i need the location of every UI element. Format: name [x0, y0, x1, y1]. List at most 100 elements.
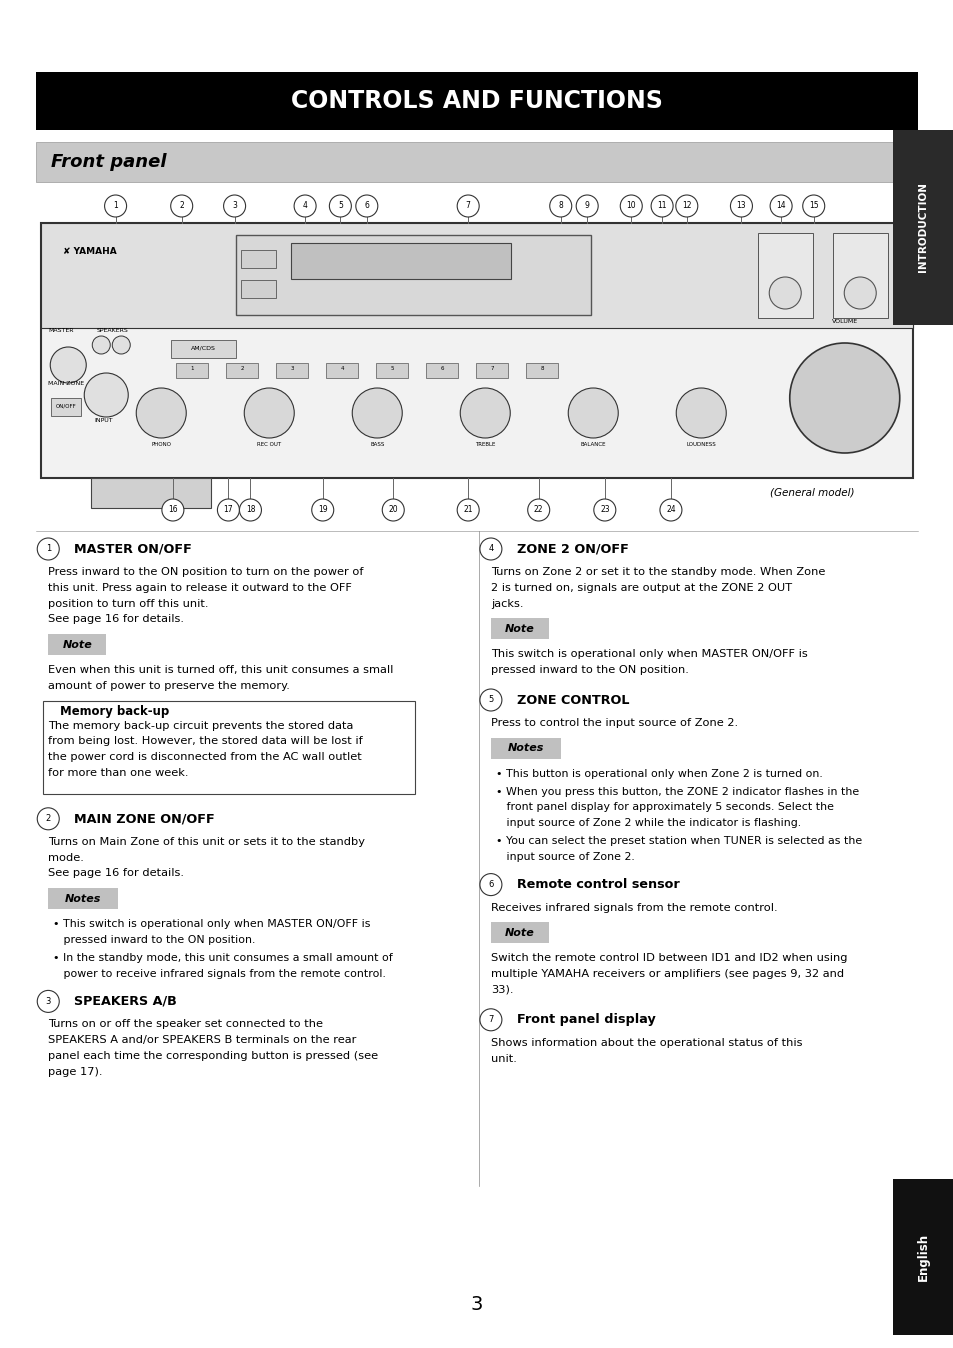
Text: ZONE 2 ON/OFF: ZONE 2 ON/OFF: [517, 542, 628, 555]
Circle shape: [768, 276, 801, 309]
Circle shape: [294, 195, 315, 217]
Text: 17: 17: [223, 506, 233, 515]
Text: 19: 19: [317, 506, 327, 515]
Text: Note: Note: [504, 927, 535, 938]
Bar: [491, 619, 548, 639]
Text: 10: 10: [626, 201, 636, 210]
Text: front panel display for approximately 5 seconds. Select the: front panel display for approximately 5 …: [496, 802, 833, 813]
Bar: [491, 922, 548, 944]
Circle shape: [92, 336, 111, 355]
Text: 2: 2: [46, 814, 51, 824]
Circle shape: [459, 388, 510, 438]
Text: Note: Note: [62, 640, 92, 650]
Text: 7: 7: [488, 1015, 493, 1024]
Text: MASTER: MASTER: [49, 328, 73, 333]
Text: 6: 6: [364, 201, 369, 210]
Text: 3: 3: [471, 1295, 482, 1314]
Bar: [491, 737, 560, 759]
Text: 3: 3: [46, 998, 51, 1006]
Text: 11: 11: [657, 201, 666, 210]
Circle shape: [84, 373, 128, 417]
Circle shape: [676, 388, 725, 438]
Circle shape: [239, 499, 261, 520]
Circle shape: [329, 195, 351, 217]
Text: Note: Note: [504, 624, 535, 634]
Bar: [49, 888, 118, 909]
Text: • This switch is operational only when MASTER ON/OFF is: • This switch is operational only when M…: [53, 919, 371, 929]
Text: SPEAKERS A and/or SPEAKERS B terminals on the rear: SPEAKERS A and/or SPEAKERS B terminals o…: [49, 1035, 356, 1045]
Text: 2 is turned on, signals are output at the ZONE 2 OUT: 2 is turned on, signals are output at th…: [491, 582, 791, 593]
Text: See page 16 for details.: See page 16 for details.: [49, 868, 184, 879]
Text: 13: 13: [736, 201, 745, 210]
Text: Switch the remote control ID between ID1 and ID2 when using: Switch the remote control ID between ID1…: [491, 953, 846, 964]
Text: 8: 8: [558, 201, 562, 210]
Text: input source of Zone 2 while the indicator is flashing.: input source of Zone 2 while the indicat…: [496, 818, 801, 828]
Text: 1: 1: [191, 367, 193, 372]
Text: • When you press this button, the ZONE 2 indicator flashes in the: • When you press this button, the ZONE 2…: [496, 787, 859, 797]
Text: 5: 5: [488, 696, 493, 705]
Text: mode.: mode.: [49, 852, 84, 863]
Text: 3: 3: [232, 201, 236, 210]
Text: INTRODUCTION: INTRODUCTION: [918, 182, 927, 272]
Circle shape: [843, 276, 875, 309]
Text: 2: 2: [240, 367, 244, 372]
Bar: [51, 398, 81, 417]
Text: Front panel: Front panel: [51, 154, 167, 171]
Bar: [176, 363, 208, 377]
Bar: [43, 701, 415, 794]
Text: 2: 2: [179, 201, 184, 210]
Text: 14: 14: [776, 201, 785, 210]
Circle shape: [527, 499, 549, 520]
Text: VOLUME: VOLUME: [831, 319, 857, 324]
Text: 20: 20: [388, 506, 397, 515]
Text: REC OUT: REC OUT: [257, 442, 281, 448]
Text: Front panel display: Front panel display: [517, 1014, 655, 1026]
Circle shape: [355, 195, 377, 217]
Bar: [91, 479, 211, 508]
Text: power to receive infrared signals from the remote control.: power to receive infrared signals from t…: [53, 969, 386, 979]
Text: 4: 4: [340, 367, 344, 372]
Bar: [49, 634, 106, 655]
Circle shape: [651, 195, 673, 217]
Text: • In the standby mode, this unit consumes a small amount of: • In the standby mode, this unit consume…: [53, 953, 393, 962]
Text: pressed inward to the ON position.: pressed inward to the ON position.: [491, 665, 688, 675]
Circle shape: [37, 807, 59, 830]
Bar: [426, 363, 457, 377]
Text: 23: 23: [599, 506, 609, 515]
Text: INPUT: INPUT: [94, 418, 112, 423]
Text: 1: 1: [46, 545, 51, 554]
Circle shape: [456, 499, 478, 520]
Text: 9: 9: [584, 201, 589, 210]
Text: English: English: [916, 1233, 929, 1281]
Bar: [832, 233, 887, 318]
Text: This switch is operational only when MASTER ON/OFF is: This switch is operational only when MAS…: [491, 650, 807, 659]
Text: panel each time the corresponding button is pressed (see: panel each time the corresponding button…: [49, 1051, 378, 1061]
Text: Notes: Notes: [65, 894, 101, 903]
Circle shape: [769, 195, 791, 217]
Bar: [375, 363, 408, 377]
Text: jacks.: jacks.: [491, 599, 523, 608]
Bar: [36, 142, 917, 182]
Circle shape: [162, 499, 184, 520]
Text: 8: 8: [540, 367, 543, 372]
Text: MAIN ZONE ON/OFF: MAIN ZONE ON/OFF: [74, 813, 214, 825]
Text: 24: 24: [665, 506, 675, 515]
Bar: [41, 222, 912, 328]
Bar: [892, 1180, 953, 1335]
Text: pressed inward to the ON position.: pressed inward to the ON position.: [53, 936, 255, 945]
Text: 4: 4: [488, 545, 493, 554]
Bar: [36, 71, 917, 129]
Circle shape: [568, 388, 618, 438]
Text: ✘ YAMAHA: ✘ YAMAHA: [63, 247, 117, 256]
Circle shape: [479, 1008, 501, 1031]
Circle shape: [479, 689, 501, 710]
Text: amount of power to preserve the memory.: amount of power to preserve the memory.: [49, 681, 290, 692]
Text: unit.: unit.: [491, 1054, 517, 1064]
Text: ZONE CONTROL: ZONE CONTROL: [517, 693, 629, 706]
Text: Press to control the input source of Zone 2.: Press to control the input source of Zon…: [491, 718, 738, 728]
Bar: [226, 363, 258, 377]
Text: 12: 12: [681, 201, 691, 210]
Text: See page 16 for details.: See page 16 for details.: [49, 615, 184, 624]
Text: Turns on Main Zone of this unit or sets it to the standby: Turns on Main Zone of this unit or sets …: [49, 837, 365, 847]
Text: 4: 4: [302, 201, 307, 210]
